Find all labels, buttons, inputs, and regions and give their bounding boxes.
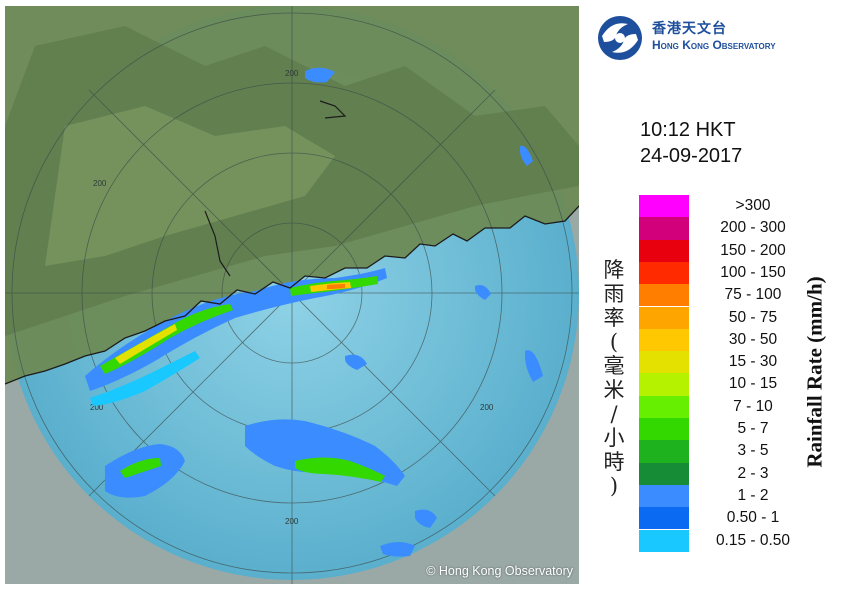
legend-title-chinese: 降 雨 率 ( 毫 米 / 小 時 )	[601, 258, 627, 498]
legend-label: 100 - 150	[720, 263, 786, 281]
ring-label-southeast: 200	[480, 403, 494, 412]
legend-swatch	[639, 284, 689, 307]
rain-echoes	[85, 67, 543, 557]
legend-label: 75 - 100	[724, 286, 782, 304]
hko-logo-icon	[598, 16, 642, 60]
legend-swatch	[639, 507, 689, 530]
legend-swatch	[639, 306, 689, 329]
river	[204, 100, 347, 277]
logo-english-name: Hong Kong Observatory	[652, 38, 776, 52]
legend-label: 5 - 7	[737, 420, 769, 437]
ring-label-west: 200	[93, 179, 107, 188]
legend-swatch	[639, 440, 689, 463]
legend-label: 30 - 50	[728, 330, 778, 348]
legend-label: 50 - 75	[728, 308, 778, 326]
legend-swatch	[639, 529, 689, 552]
ring-label-southwest: 200	[90, 403, 104, 412]
ring-label-south: 200	[285, 517, 299, 526]
legend-swatch	[639, 195, 689, 218]
radar-map[interactable]: 200 200 200 200 200	[5, 6, 579, 584]
legend-label: 0.15 - 0.50	[715, 531, 791, 549]
radar-image: 200 200 200 200 200	[5, 6, 579, 584]
legend-swatch	[639, 418, 689, 441]
legend-swatch	[639, 462, 689, 485]
legend-swatch	[639, 217, 689, 240]
land-highlight	[45, 106, 335, 266]
ring-label-north: 200	[285, 69, 299, 78]
legend-label: 0.50 - 1	[726, 509, 780, 527]
legend-label: 1 - 2	[737, 486, 769, 504]
timestamp-date: 24-09-2017	[640, 145, 743, 167]
legend-swatch	[639, 351, 689, 374]
legend-label: >300	[735, 197, 771, 214]
legend-swatch	[639, 395, 689, 418]
legend-label: 150 - 200	[720, 241, 786, 259]
timestamp-time: 10:12 HKT	[640, 119, 736, 141]
legend-label: 3 - 5	[737, 442, 769, 460]
legend-label: 15 - 30	[728, 353, 778, 371]
legend-swatch	[639, 373, 689, 396]
legend-title-english: Rainfall Rate (mm/h)	[802, 276, 827, 468]
legend-swatch	[639, 328, 689, 352]
legend-title-chinese-text: 降 雨 率 ( 毫 米 / 小 時 )	[603, 258, 625, 498]
coastline	[5, 205, 579, 385]
hko-logo: 香港天文台 Hong Kong Observatory	[594, 14, 834, 64]
logo-chinese-name: 香港天文台	[652, 20, 727, 36]
legend-label: 2 - 3	[737, 464, 769, 482]
legend-swatch	[639, 484, 689, 508]
legend-label: 7 - 10	[733, 397, 773, 415]
legend-label: 200 - 300	[720, 219, 786, 237]
copyright-notice: © Hong Kong Observatory	[426, 564, 573, 578]
legend-label: 10 - 15	[728, 375, 778, 393]
legend-swatch	[639, 239, 689, 262]
timestamp: 10:12 HKT 24-09-2017	[640, 117, 742, 169]
legend-swatch	[639, 261, 689, 285]
range-ring-labels: 200 200 200 200 200	[90, 69, 494, 526]
